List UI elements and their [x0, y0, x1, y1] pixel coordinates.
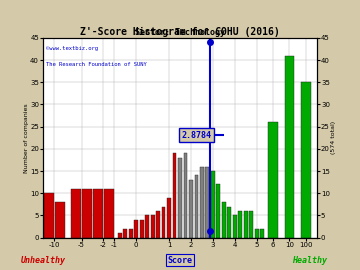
Bar [172, 153, 176, 238]
Bar [238, 211, 242, 238]
Bar [178, 158, 182, 238]
Bar [140, 220, 144, 238]
Bar [145, 215, 149, 238]
Bar [244, 211, 248, 238]
Bar [44, 193, 54, 238]
Text: Healthy: Healthy [292, 256, 327, 265]
Text: Score: Score [167, 256, 193, 265]
Bar [211, 171, 215, 238]
Bar [162, 207, 166, 238]
Y-axis label: Number of companies: Number of companies [24, 103, 29, 173]
Bar [93, 189, 103, 238]
Bar [194, 176, 198, 238]
Y-axis label: (574 total): (574 total) [331, 121, 336, 154]
Text: ©www.textbiz.org: ©www.textbiz.org [46, 46, 98, 51]
Bar [206, 167, 209, 238]
Bar [200, 167, 204, 238]
Bar [233, 215, 237, 238]
Bar [260, 229, 264, 238]
Title: Z'-Score Histogram for COHU (2016): Z'-Score Histogram for COHU (2016) [80, 27, 280, 37]
Bar [184, 153, 188, 238]
Bar [156, 211, 160, 238]
Bar [255, 229, 258, 238]
Text: 2.8784: 2.8784 [181, 131, 211, 140]
Bar [301, 82, 311, 238]
Bar [249, 211, 253, 238]
Bar [129, 229, 133, 238]
Bar [189, 180, 193, 238]
Text: Sector: Technology: Sector: Technology [135, 28, 225, 37]
Bar [227, 207, 231, 238]
Bar [118, 233, 122, 238]
Bar [284, 56, 294, 238]
Bar [216, 184, 220, 238]
Bar [55, 202, 64, 238]
Bar [268, 122, 278, 238]
Bar [71, 189, 81, 238]
Text: Unhealthy: Unhealthy [21, 256, 66, 265]
Text: The Research Foundation of SUNY: The Research Foundation of SUNY [46, 62, 147, 67]
Bar [222, 202, 226, 238]
Bar [123, 229, 127, 238]
Bar [104, 189, 114, 238]
Bar [82, 189, 92, 238]
Bar [134, 220, 138, 238]
Bar [167, 198, 171, 238]
Bar [151, 215, 154, 238]
